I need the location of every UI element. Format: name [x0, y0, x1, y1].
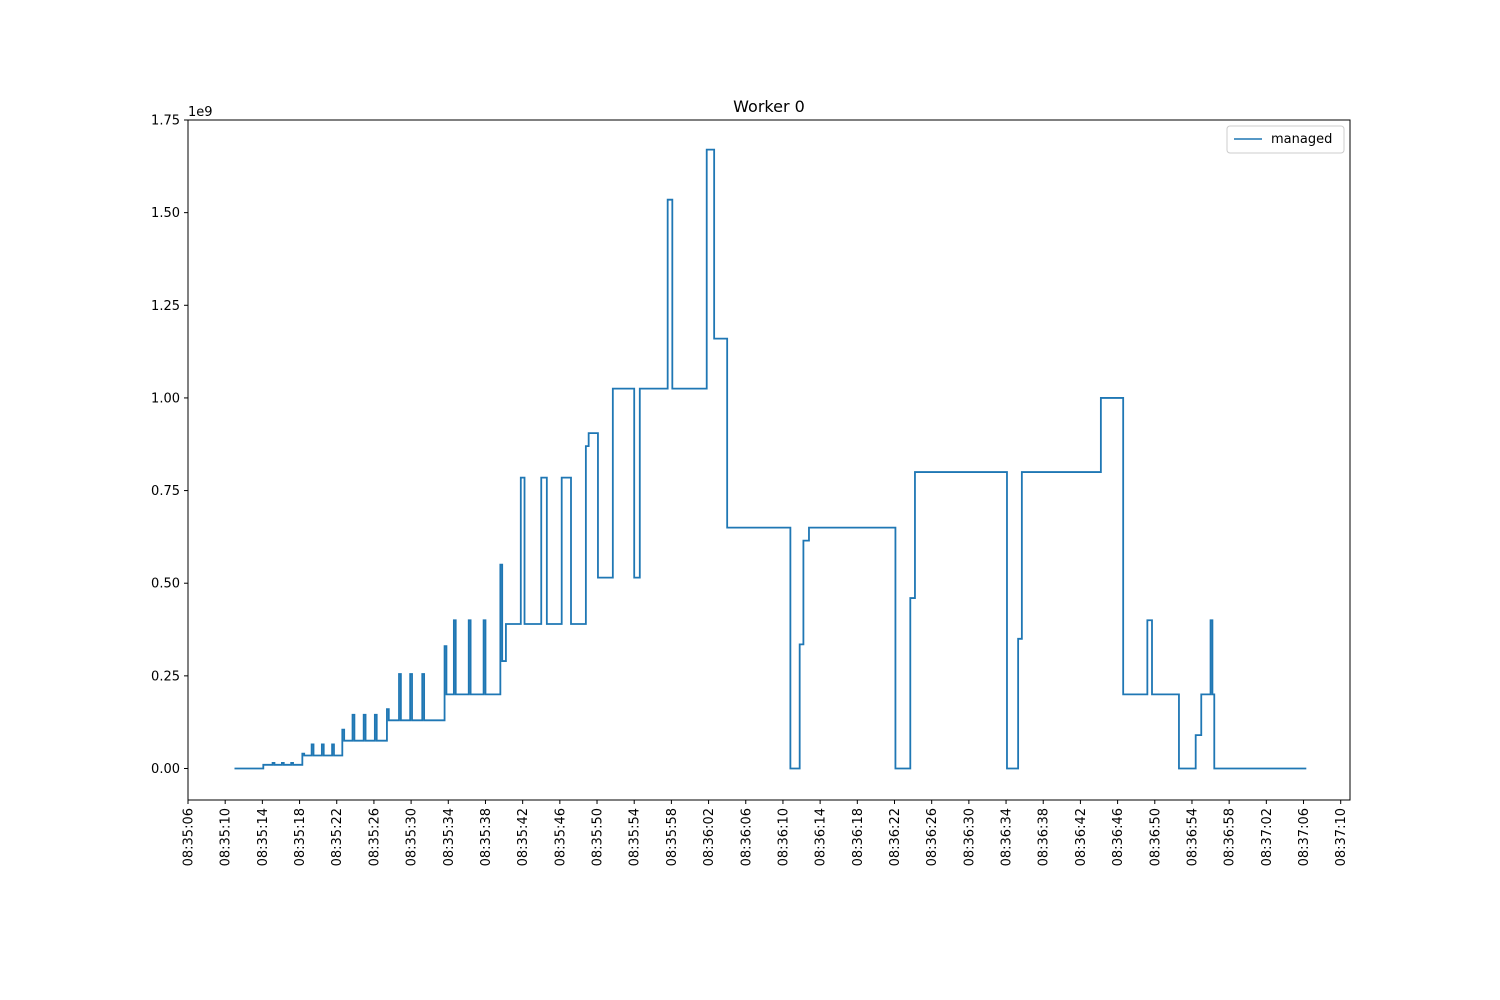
- y-tick-label: 1.25: [151, 299, 180, 314]
- legend: managed: [1226, 125, 1345, 154]
- series-line-managed: [234, 148, 1307, 770]
- y-offset-label: 1e9: [188, 105, 213, 120]
- legend-box: [1226, 125, 1345, 154]
- x-tick-label: 08:36:26: [925, 808, 940, 866]
- x-tick-label: 08:37:02: [1260, 808, 1275, 866]
- x-tick-label: 08:36:02: [702, 808, 717, 866]
- chart-title: Worker 0: [733, 97, 805, 116]
- x-tick-label: 08:35:50: [591, 808, 606, 866]
- x-tick-label: 08:35:22: [330, 808, 345, 866]
- x-tick-label: 08:35:10: [219, 808, 234, 866]
- x-tick-label: 08:35:58: [665, 808, 680, 866]
- x-tick-label: 08:35:18: [293, 808, 308, 866]
- legend-label-managed: managed: [1271, 132, 1332, 147]
- y-tick-label: 1.00: [151, 391, 180, 406]
- x-tick-label: 08:36:46: [1111, 808, 1126, 866]
- x-tick-label: 08:35:38: [479, 808, 494, 866]
- x-tick-label: 08:36:54: [1185, 808, 1200, 866]
- x-tick-label: 08:35:30: [405, 808, 420, 866]
- x-tick-label: 08:36:22: [888, 808, 903, 866]
- x-tick-label: 08:36:10: [776, 808, 791, 866]
- x-tick-label: 08:36:18: [851, 808, 866, 866]
- x-tick-label: 08:36:30: [962, 808, 977, 866]
- x-tick-label: 08:35:46: [553, 808, 568, 866]
- x-tick-label: 08:35:42: [516, 808, 531, 866]
- y-tick-label: 0.25: [151, 669, 180, 684]
- x-axis: 08:35:06 08:35:10 08:35:14 08:35:18 08:35:22…: [182, 800, 1349, 866]
- y-tick-label: 1.50: [151, 206, 180, 221]
- plot-frame: [187, 119, 1351, 801]
- plot-area: [234, 148, 1307, 770]
- y-tick-label: 1.75: [151, 114, 180, 129]
- x-tick-label: 08:35:54: [628, 808, 643, 866]
- y-axis: 0.00 0.25 0.50 0.75 1.00 1.25 1.50 1.75: [151, 114, 188, 777]
- x-tick-label: 08:36:42: [1074, 808, 1089, 866]
- x-tick-label: 08:36:38: [1037, 808, 1052, 866]
- x-tick-label: 08:37:10: [1334, 808, 1349, 866]
- x-tick-label: 08:37:06: [1297, 808, 1312, 866]
- x-tick-label: 08:36:50: [1148, 808, 1163, 866]
- x-tick-label: 08:35:34: [442, 808, 457, 866]
- x-tick-label: 08:35:06: [182, 808, 197, 866]
- y-tick-label: 0.50: [151, 577, 180, 592]
- x-tick-label: 08:36:58: [1223, 808, 1238, 866]
- y-tick-label: 0.00: [151, 762, 180, 777]
- x-tick-label: 08:35:26: [367, 808, 382, 866]
- x-tick-label: 08:36:14: [814, 808, 829, 866]
- x-tick-label: 08:36:06: [739, 808, 754, 866]
- y-tick-label: 0.75: [151, 484, 180, 499]
- x-tick-label: 08:36:34: [1000, 808, 1015, 866]
- x-tick-label: 08:35:14: [256, 808, 271, 866]
